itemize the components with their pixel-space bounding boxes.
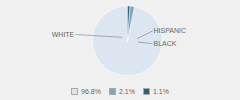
- svg-text:BLACK: BLACK: [154, 40, 177, 47]
- svg-text:WHITE: WHITE: [52, 31, 75, 38]
- html-text:1.1%: 1.1%: [152, 87, 169, 95]
- svg-text:HISPANIC: HISPANIC: [154, 27, 187, 34]
- html-text:96.8%: 96.8%: [81, 87, 101, 95]
- html-text:2.1%: 2.1%: [119, 87, 135, 95]
